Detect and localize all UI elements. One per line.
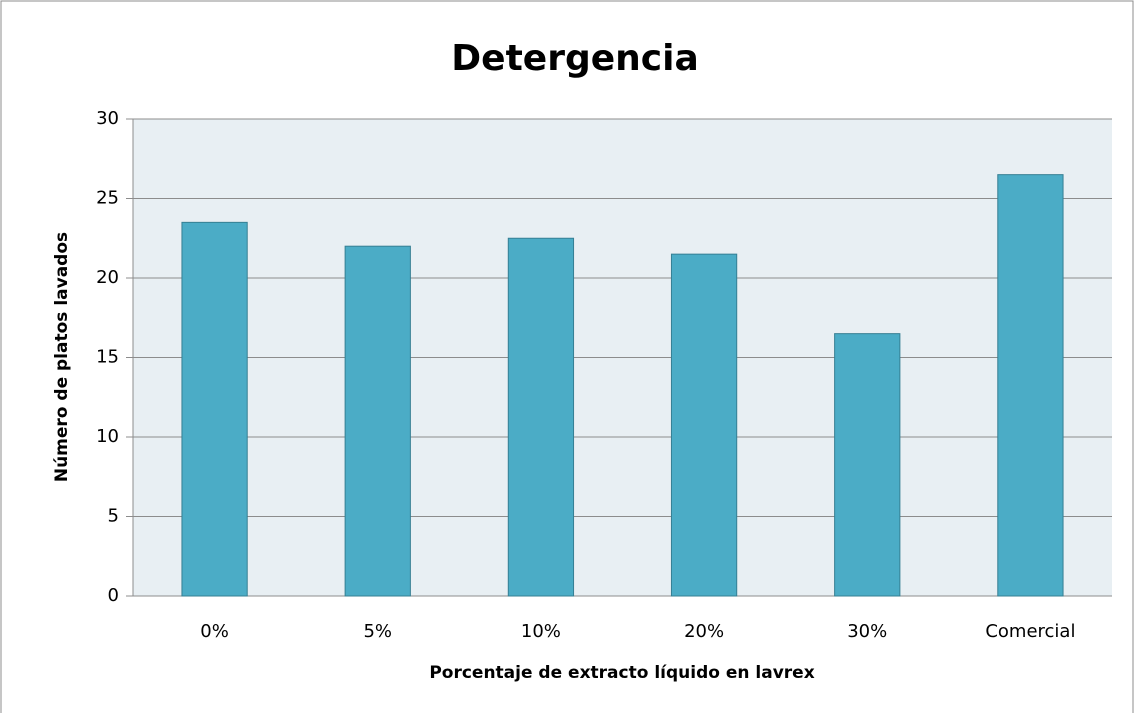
x-tick-label: 0% bbox=[200, 621, 229, 642]
y-tick-label: 15 bbox=[96, 347, 119, 368]
bar bbox=[997, 174, 1064, 597]
y-tick-label: 5 bbox=[108, 506, 119, 527]
y-tick-label: 0 bbox=[108, 585, 119, 606]
y-tick-label: 10 bbox=[96, 426, 119, 447]
bar bbox=[181, 221, 248, 597]
x-tick-label: 10% bbox=[521, 621, 561, 642]
y-tick-label: 30 bbox=[96, 108, 119, 129]
x-axis-label: Porcentaje de extracto líquido en lavrex bbox=[429, 663, 814, 683]
x-tick-label: 30% bbox=[847, 621, 887, 642]
bar bbox=[834, 333, 901, 597]
y-axis-label: Número de platos lavados bbox=[52, 232, 72, 482]
chart-title: Detergencia bbox=[451, 38, 698, 79]
y-tick-label: 25 bbox=[96, 188, 119, 209]
y-tick-label: 20 bbox=[96, 267, 119, 288]
bar bbox=[670, 253, 738, 597]
bar bbox=[344, 245, 411, 597]
x-tick-label: Comercial bbox=[985, 621, 1075, 642]
x-tick-label: 20% bbox=[684, 621, 724, 642]
x-tick-label: 5% bbox=[363, 621, 392, 642]
bar bbox=[507, 237, 575, 597]
